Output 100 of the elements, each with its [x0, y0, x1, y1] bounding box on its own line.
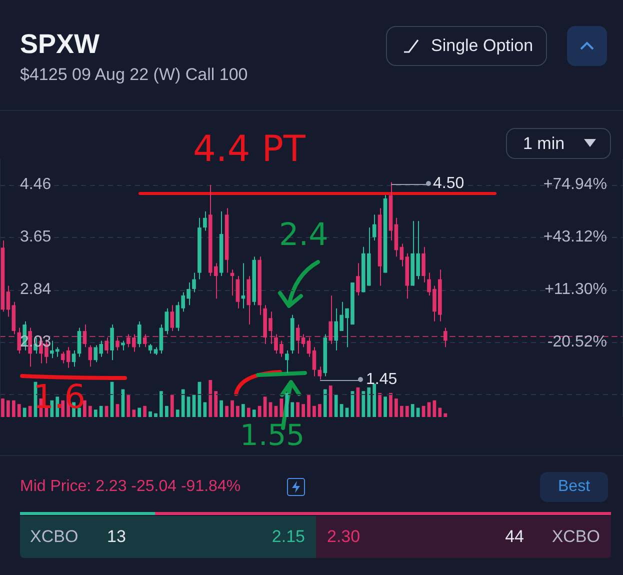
- candlestick: [443, 328, 448, 348]
- bar: [334, 394, 338, 417]
- y2-tick-label: -20.52%: [547, 334, 607, 351]
- bar: [1, 398, 4, 417]
- bar: [220, 400, 224, 417]
- bar: [176, 410, 180, 417]
- y-tick-label: 3.65: [20, 229, 52, 246]
- bar: [143, 406, 147, 417]
- text: 1.55: [240, 418, 305, 452]
- candlestick: [164, 308, 169, 336]
- text: 13: [107, 527, 126, 546]
- candlestick: [422, 246, 426, 284]
- candlestick: [170, 305, 174, 332]
- bar: [241, 404, 245, 417]
- bar: [148, 411, 152, 417]
- candlestick: [372, 214, 376, 242]
- bar: [296, 402, 300, 417]
- bar: [323, 389, 327, 417]
- candlestick: [312, 347, 316, 378]
- bar: [394, 398, 398, 417]
- y2-tick-label: +43.12%: [543, 229, 607, 246]
- candlestick: [159, 324, 164, 355]
- bar: [154, 413, 158, 417]
- chart-subtitle: $4125 09 Aug 22 (W) Call 100: [20, 65, 248, 84]
- text: Best: [558, 478, 590, 495]
- candlestick: [77, 328, 82, 358]
- candlestick: [148, 344, 152, 355]
- bar: [384, 396, 387, 417]
- candlestick: [236, 276, 240, 310]
- bar: [410, 404, 414, 417]
- bar: [236, 406, 240, 417]
- annotation: 1.45: [366, 371, 398, 388]
- bar: [225, 406, 228, 417]
- candlestick: [104, 337, 108, 355]
- candlestick: [121, 340, 125, 352]
- annotation: 4.4 PT: [193, 129, 306, 170]
- bar: [230, 400, 234, 417]
- y-tick-label: 4.46: [20, 176, 52, 194]
- bar: [214, 391, 218, 417]
- candlestick: [88, 345, 92, 368]
- text: Single Option: [431, 36, 534, 55]
- bar: [290, 402, 294, 417]
- candlestick: [318, 366, 322, 380]
- bar: [252, 410, 256, 417]
- text: 44: [505, 527, 524, 546]
- bar: [99, 406, 103, 417]
- candlestick: [116, 337, 120, 352]
- bar: [416, 408, 420, 417]
- candlestick: [203, 211, 207, 232]
- bar: [170, 394, 174, 417]
- candlestick: [72, 350, 76, 368]
- bar: [312, 406, 316, 417]
- bar: [160, 391, 163, 417]
- bar: [340, 404, 344, 417]
- bar: [164, 406, 168, 417]
- bar: [22, 408, 26, 417]
- candlestick: [192, 272, 196, 294]
- bar: [302, 404, 305, 417]
- bar: [389, 392, 392, 417]
- y-tick-label: 2.03: [20, 334, 52, 351]
- bar: [138, 408, 142, 417]
- bar: [104, 406, 108, 417]
- bar: [444, 413, 448, 417]
- bar: [362, 391, 366, 417]
- text: XCBO: [30, 527, 78, 546]
- bar: [307, 394, 310, 417]
- bar: [258, 406, 262, 417]
- bar: [427, 402, 431, 417]
- candlestick: [356, 262, 360, 296]
- chart-title: SPXW: [20, 29, 100, 59]
- bar: [372, 384, 376, 417]
- bar: [400, 406, 404, 417]
- candlestick: [137, 321, 142, 348]
- bar: [405, 406, 409, 417]
- candlestick: [306, 337, 311, 358]
- bar: [6, 400, 10, 417]
- text: 1 min: [523, 134, 565, 153]
- bar: [203, 402, 207, 417]
- candlestick: [110, 324, 114, 362]
- text: 2.30: [327, 527, 360, 546]
- annotation: 2.4: [279, 217, 328, 253]
- bar: [12, 400, 16, 417]
- y2-tick-label: +74.94%: [543, 176, 607, 194]
- bar: [246, 408, 250, 417]
- y-tick-label: 2.84: [20, 281, 52, 298]
- bar: [17, 404, 21, 417]
- candlestick: [142, 334, 147, 348]
- bar: [88, 406, 92, 417]
- bar: [280, 398, 284, 417]
- bar: [181, 389, 185, 417]
- bar: [132, 410, 136, 417]
- text: Mid Price: 2.23 -25.04 -91.84%: [20, 478, 241, 495]
- bar: [318, 404, 322, 417]
- candlestick: [328, 295, 333, 345]
- candlestick: [17, 328, 22, 355]
- y2-tick-label: +11.30%: [544, 281, 607, 298]
- candlestick: [284, 350, 289, 374]
- bar: [438, 408, 442, 417]
- bar: [208, 380, 212, 417]
- bar: [328, 386, 332, 417]
